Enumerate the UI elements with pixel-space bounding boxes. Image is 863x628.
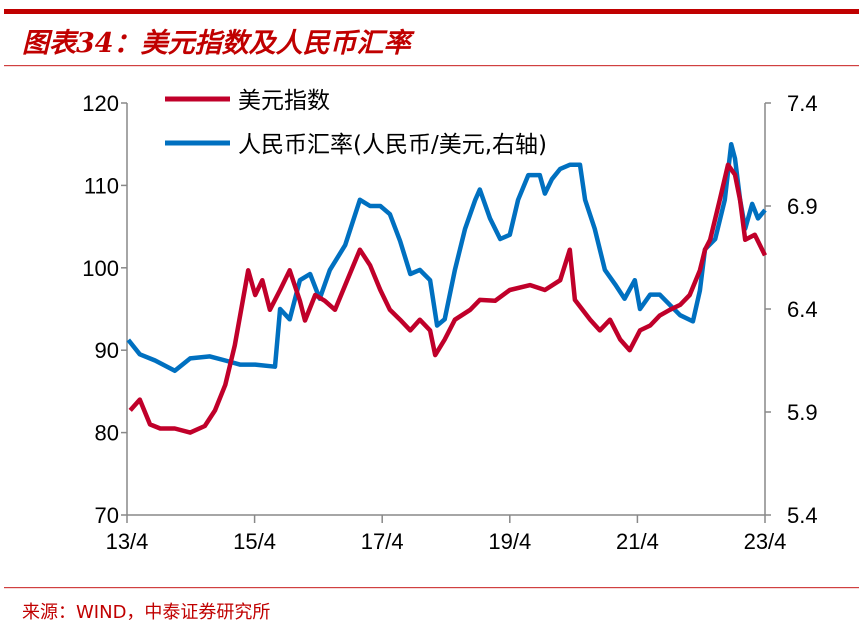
y2-tick-label: 6.4 bbox=[787, 297, 818, 322]
bottom-rule bbox=[4, 587, 859, 589]
legend: 美元指数 人民币汇率(人民币/美元,右轴) bbox=[165, 88, 547, 158]
chart-title: 图表34：美元指数及人民币汇率 bbox=[22, 28, 416, 59]
x-tick-label: 21/4 bbox=[616, 529, 659, 554]
y2-tick-label: 7.4 bbox=[787, 91, 818, 116]
y2-tick-label: 5.9 bbox=[787, 400, 818, 425]
legend-label-cny: 人民币汇率(人民币/美元,右轴) bbox=[238, 132, 547, 158]
usd-index-line bbox=[128, 162, 768, 435]
y-tick-label: 110 bbox=[84, 173, 119, 198]
title-underline bbox=[4, 65, 859, 67]
y-tick-label: 90 bbox=[95, 338, 119, 363]
series-lines bbox=[126, 141, 768, 435]
x-tick-label: 19/4 bbox=[488, 529, 531, 554]
y2-tick-label: 5.4 bbox=[787, 503, 818, 528]
y-tick-label: 80 bbox=[95, 421, 119, 446]
y-tick-label: 100 bbox=[82, 256, 119, 281]
axes: 70 80 90 100 110 120 5.4 5.9 6.4 6.9 7.4 13/4 15/4 17… bbox=[82, 91, 817, 554]
source-note: 来源：WIND，中泰证券研究所 bbox=[22, 602, 270, 623]
y2-tick-label: 6.9 bbox=[787, 194, 818, 219]
y-tick-label: 120 bbox=[82, 91, 119, 116]
y-tick-label: 70 bbox=[95, 503, 119, 528]
top-rule bbox=[4, 9, 859, 14]
cny-rate-line bbox=[126, 141, 767, 374]
x-tick-label: 17/4 bbox=[361, 529, 404, 554]
x-tick-label: 15/4 bbox=[233, 529, 276, 554]
x-tick-label: 13/4 bbox=[106, 529, 149, 554]
legend-label-usd: 美元指数 bbox=[238, 88, 330, 114]
x-tick-label: 23/4 bbox=[744, 529, 787, 554]
